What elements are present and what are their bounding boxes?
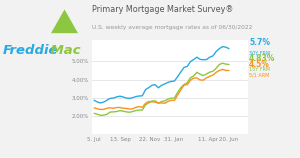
Text: 5/1 ARM: 5/1 ARM (249, 73, 269, 78)
Text: 4.5%: 4.5% (249, 60, 270, 69)
Text: 5.7%: 5.7% (249, 38, 270, 47)
Text: Freddie: Freddie (3, 44, 58, 57)
Text: Primary Mortgage Market Survey®: Primary Mortgage Market Survey® (92, 5, 233, 14)
Text: Mac: Mac (46, 44, 81, 57)
Text: 15Y FRM: 15Y FRM (249, 67, 270, 72)
Text: 30Y FRM: 30Y FRM (249, 51, 270, 56)
Text: 4.83%: 4.83% (249, 54, 275, 63)
Text: U.S. weekly average mortgage rates as of 06/30/2022: U.S. weekly average mortgage rates as of… (92, 25, 252, 30)
